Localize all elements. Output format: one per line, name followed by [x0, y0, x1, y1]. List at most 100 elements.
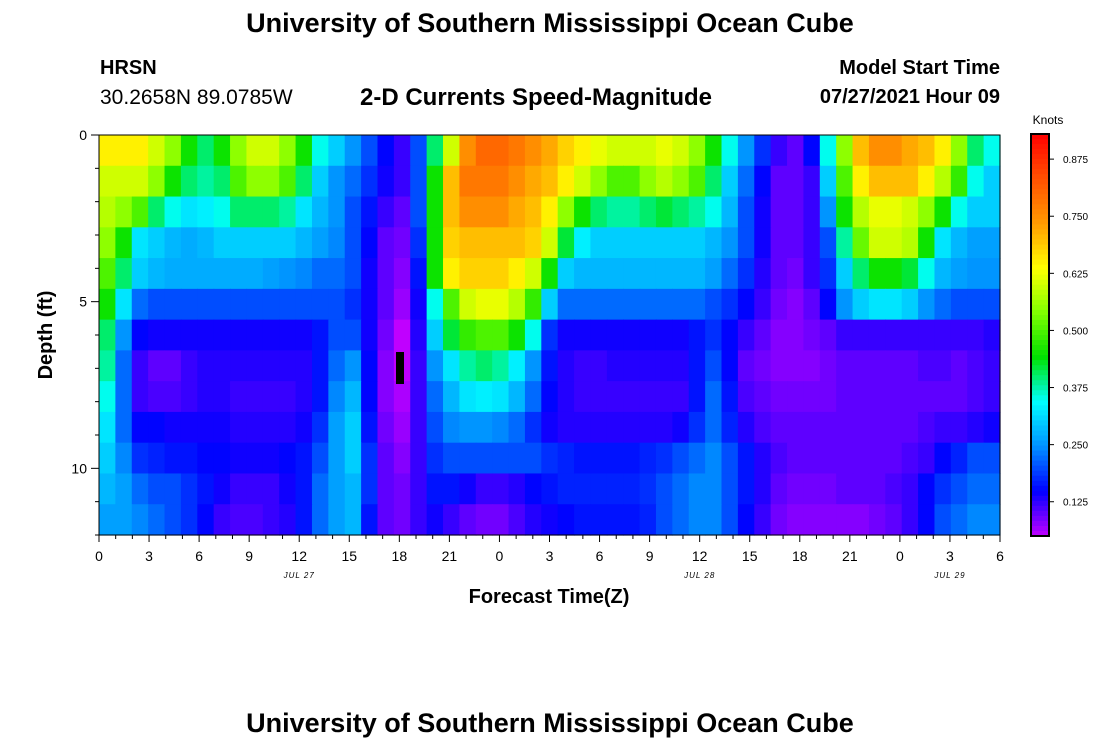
- heatmap-cell: [557, 288, 575, 321]
- heatmap-cell: [852, 504, 870, 536]
- heatmap-cell: [197, 411, 215, 444]
- colorbar-swatch: [1031, 350, 1049, 356]
- colorbar-swatch: [1031, 149, 1049, 155]
- heatmap-cell: [311, 442, 329, 475]
- heatmap-cell: [737, 135, 755, 167]
- colorbar-swatch: [1031, 164, 1049, 170]
- heatmap-cell: [475, 196, 493, 228]
- heatmap-cell: [426, 165, 444, 198]
- y-tick-label: 10: [71, 460, 87, 476]
- heatmap-cell: [574, 350, 592, 382]
- heatmap-cell: [639, 411, 657, 444]
- heatmap-cell: [590, 258, 608, 290]
- heatmap-cell: [262, 288, 280, 321]
- heatmap-cell: [393, 135, 411, 167]
- heatmap-cell: [344, 288, 362, 321]
- colorbar-swatch: [1031, 274, 1049, 281]
- heatmap-cell: [99, 350, 116, 382]
- heatmap-cell: [492, 473, 510, 505]
- heatmap-cell: [754, 227, 772, 259]
- heatmap-cell: [557, 135, 575, 167]
- heatmap-cell: [262, 135, 280, 167]
- heatmap-cell: [393, 381, 411, 413]
- x-tick-label: 21: [842, 548, 858, 564]
- heatmap-cell: [574, 258, 592, 290]
- heatmap-cell: [148, 227, 166, 259]
- heatmap-cell: [606, 135, 624, 167]
- heatmap-cell: [934, 258, 952, 290]
- heatmap-cell: [230, 196, 248, 228]
- colorbar-swatch: [1031, 289, 1049, 296]
- heatmap-cell: [574, 135, 592, 167]
- heatmap-cell: [443, 288, 460, 321]
- heatmap-cell: [819, 288, 837, 321]
- heatmap-cell: [164, 411, 182, 444]
- colorbar-swatch: [1031, 360, 1049, 366]
- heatmap-cell: [377, 196, 395, 228]
- heatmap-cell: [721, 504, 739, 536]
- heatmap-cell: [246, 196, 264, 228]
- heatmap-cell: [836, 350, 854, 382]
- heatmap-cell: [262, 319, 280, 351]
- colorbar-swatch: [1031, 204, 1049, 210]
- heatmap-cell: [279, 165, 297, 198]
- heatmap-cell: [590, 165, 608, 198]
- heatmap-cell: [180, 288, 198, 321]
- heatmap-cell: [836, 288, 854, 321]
- heatmap-cell: [803, 165, 821, 198]
- heatmap-cell: [230, 135, 248, 167]
- heatmap-cell: [295, 504, 313, 536]
- heatmap-cell: [934, 288, 952, 321]
- heatmap-cell: [590, 288, 608, 321]
- colorbar-swatch: [1031, 304, 1049, 311]
- heatmap-cell: [655, 258, 673, 290]
- heatmap-cell: [541, 196, 559, 228]
- heatmap-cell: [180, 473, 198, 505]
- heatmap-cell: [410, 227, 428, 259]
- heatmap-cell: [393, 319, 411, 351]
- heatmap-cell: [393, 504, 411, 536]
- heatmap-cell: [754, 381, 772, 413]
- heatmap-cell: [213, 288, 231, 321]
- heatmap-cell: [983, 135, 1001, 167]
- x-tick-label: 12: [291, 548, 307, 564]
- heatmap-cell: [410, 473, 428, 505]
- heatmap-cell: [246, 473, 264, 505]
- heatmap-cell: [115, 288, 133, 321]
- heatmap-cell: [459, 165, 477, 198]
- colorbar-swatch: [1031, 234, 1049, 241]
- heatmap-cell: [377, 227, 395, 259]
- heatmap-cell: [295, 473, 313, 505]
- heatmap-cell: [787, 350, 805, 382]
- heatmap-cell: [705, 165, 723, 198]
- colorbar-swatch: [1031, 395, 1049, 401]
- heatmap-cell: [934, 504, 952, 536]
- heatmap-cell: [655, 196, 673, 228]
- heatmap-cell: [393, 411, 411, 444]
- heatmap-cell: [524, 442, 542, 475]
- heatmap-cell: [426, 227, 444, 259]
- heatmap-cell: [475, 258, 493, 290]
- heatmap-cell: [885, 258, 903, 290]
- heatmap-cell: [590, 135, 608, 167]
- heatmap-cell: [524, 135, 542, 167]
- heatmap-cell: [361, 504, 379, 536]
- heatmap-cell: [934, 381, 952, 413]
- heatmap-cell: [262, 411, 280, 444]
- heatmap-cell: [393, 227, 411, 259]
- heatmap-cell: [737, 350, 755, 382]
- heatmap-cell: [967, 165, 985, 198]
- heatmap-cell: [754, 165, 772, 198]
- heatmap-cell: [967, 442, 985, 475]
- heatmap-cell: [197, 381, 215, 413]
- heatmap-cell: [328, 411, 346, 444]
- colorbar-swatch: [1031, 184, 1049, 190]
- heatmap-cell: [852, 473, 870, 505]
- heatmap-cell: [885, 319, 903, 351]
- heatmap-cell: [541, 319, 559, 351]
- heatmap-cell: [754, 473, 772, 505]
- heatmap-cell: [475, 319, 493, 351]
- colorbar-swatch: [1031, 169, 1049, 175]
- heatmap-cell: [492, 227, 510, 259]
